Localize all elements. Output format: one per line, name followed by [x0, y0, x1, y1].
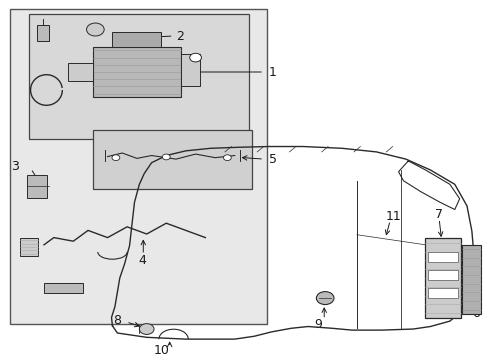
Circle shape [223, 155, 231, 161]
Circle shape [162, 154, 170, 160]
Text: 2: 2 [176, 30, 183, 42]
Circle shape [86, 23, 104, 36]
Bar [427, 252, 457, 262]
Text: 11: 11 [385, 210, 400, 223]
Circle shape [139, 324, 154, 334]
Text: 6: 6 [471, 307, 479, 320]
Text: 5: 5 [268, 153, 276, 166]
Text: 3: 3 [11, 160, 19, 173]
Bar [427, 288, 457, 298]
Bar [181, 54, 200, 86]
Bar [20, 238, 38, 256]
Text: 4: 4 [138, 254, 145, 267]
Bar [44, 283, 83, 293]
Circle shape [189, 53, 201, 62]
Bar [37, 25, 49, 41]
Circle shape [316, 292, 333, 305]
Bar [425, 238, 460, 318]
Bar [93, 47, 181, 97]
Bar [68, 63, 93, 81]
Circle shape [112, 155, 120, 161]
Bar [427, 270, 457, 280]
Text: 7: 7 [434, 208, 442, 221]
Bar [93, 130, 251, 189]
Bar [112, 32, 161, 47]
Text: 1: 1 [268, 66, 276, 78]
Text: 9: 9 [313, 318, 321, 331]
Bar [461, 245, 480, 314]
Text: 8: 8 [113, 314, 121, 327]
Bar [10, 9, 266, 324]
Bar [29, 14, 249, 139]
Text: 10: 10 [154, 345, 169, 357]
Bar [27, 175, 47, 198]
